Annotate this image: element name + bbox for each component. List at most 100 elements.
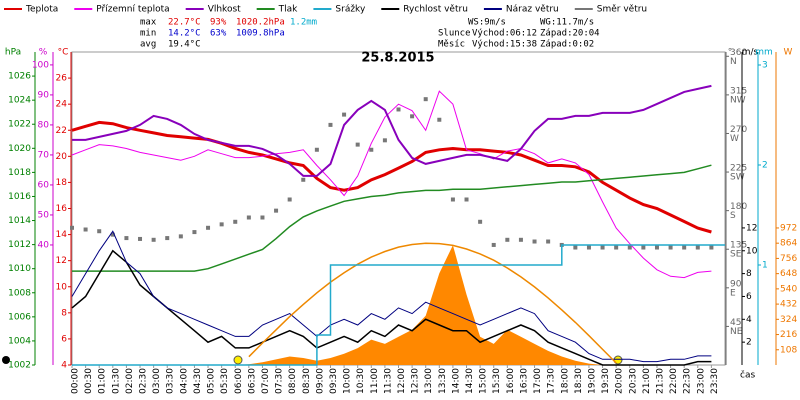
direction-point <box>97 229 102 234</box>
y-tick-label: 6 <box>61 334 67 344</box>
y-tick-label: 4 <box>746 315 752 325</box>
direction-point <box>478 219 483 224</box>
compass-label: SE <box>730 250 742 260</box>
x-tick-label: 03:00 <box>152 368 162 394</box>
y-tick-label: 1022 <box>8 120 31 130</box>
compass-label: W <box>730 134 739 144</box>
x-tick-label: 04:30 <box>193 368 203 394</box>
stat-text: 1009.8hPa <box>236 29 285 39</box>
y-tick-label: 3 <box>762 61 768 71</box>
y-tick-label: 50 <box>38 210 50 220</box>
y-tick-label: 40 <box>38 240 50 250</box>
x-tick-label: 17:30 <box>547 368 557 394</box>
x-tick-label: 22:00 <box>669 368 679 394</box>
x-tick-label: 05:00 <box>207 368 217 394</box>
direction-point <box>260 215 265 220</box>
direction-point <box>682 245 687 250</box>
legend-label: Teplota <box>25 5 58 15</box>
y-tick-label: 1 <box>762 261 768 271</box>
direction-point <box>151 237 156 242</box>
x-tick-label: 10:00 <box>343 368 353 394</box>
y-tick-label: 24 <box>56 100 68 110</box>
y-tick-label: 1008 <box>8 288 31 298</box>
solar-area <box>72 245 712 365</box>
x-tick-label: 12:00 <box>397 368 407 394</box>
info-text: Slunce <box>438 29 471 39</box>
y-tick-label: 1004 <box>8 336 31 346</box>
legend-label: Náraz větru <box>506 5 559 15</box>
y-tick-label: 324 <box>780 315 797 325</box>
direction-point <box>695 245 700 250</box>
direction-point <box>668 245 673 250</box>
x-tick-label: 14:00 <box>451 368 461 394</box>
x-tick-label: 17:00 <box>533 368 543 394</box>
direction-point <box>83 227 88 232</box>
y-tick-label: 1020 <box>8 144 31 154</box>
y-tick-label: 1024 <box>8 96 31 106</box>
y-tick-label: 180 <box>730 202 747 212</box>
x-tick-label: 08:00 <box>288 368 298 394</box>
direction-point <box>464 197 469 202</box>
legend-label: Srážky <box>335 5 366 15</box>
stat-text: 22.7°C <box>168 18 201 28</box>
x-tick-label: 05:30 <box>220 368 230 394</box>
direction-point <box>233 219 238 224</box>
direction-point <box>437 117 442 122</box>
series-line <box>72 164 712 272</box>
y-tick-label: 4 <box>61 361 67 371</box>
compass-label: N <box>730 57 737 67</box>
y-tick-label: 100 <box>32 60 49 70</box>
y-tick-label: 45 <box>730 318 741 328</box>
direction-point <box>328 122 333 127</box>
x-tick-label: 18:30 <box>574 368 584 394</box>
x-tick-label: 07:30 <box>275 368 285 394</box>
y-tick-label: 8 <box>746 269 752 279</box>
direction-point <box>274 208 279 213</box>
stat-text: 14.2°C <box>168 29 201 39</box>
compass-label: S <box>730 211 736 221</box>
y-tick-label: 1002 <box>8 361 31 371</box>
moonset-icon <box>2 356 10 364</box>
x-tick-label: 03:30 <box>166 368 176 394</box>
y-tick-label: 10 <box>56 282 68 292</box>
x-tick-label: 15:30 <box>492 368 502 394</box>
x-tick-label: 11:30 <box>383 368 393 394</box>
y-tick-label: 18 <box>56 178 68 188</box>
x-tick-label: 14:30 <box>465 368 475 394</box>
direction-point <box>491 242 496 247</box>
stat-text: min <box>140 29 156 39</box>
x-tick-label: 00:30 <box>84 368 94 394</box>
info-text: WG:11.7m/s <box>540 18 594 28</box>
y-tick-label: 90 <box>38 90 50 100</box>
direction-point <box>654 245 659 250</box>
x-axis-label: čas <box>740 370 755 381</box>
compass-label: NE <box>730 327 743 337</box>
axis-unit: hPa <box>5 48 21 58</box>
stat-text: 93% <box>210 18 227 28</box>
direction-point <box>355 142 360 147</box>
y-tick-label: 225 <box>730 164 747 174</box>
direction-point <box>641 245 646 250</box>
x-tick-label: 08:30 <box>302 368 312 394</box>
direction-point <box>124 236 129 241</box>
direction-point <box>287 197 292 202</box>
axis-unit: % <box>39 48 48 58</box>
x-tick-label: 19:00 <box>587 368 597 394</box>
compass-label: NW <box>730 95 746 105</box>
x-tick-label: 16:30 <box>519 368 529 394</box>
legend-label: Přízemní teplota <box>96 5 169 15</box>
direction-point <box>627 245 632 250</box>
axis-unit: W <box>784 48 793 58</box>
series-line <box>248 242 617 364</box>
stat-text: 1.2mm <box>290 18 317 28</box>
direction-point <box>410 114 415 119</box>
x-tick-label: 21:00 <box>642 368 652 394</box>
direction-point <box>573 245 578 250</box>
series-line <box>71 249 712 366</box>
direction-point <box>600 245 605 250</box>
x-tick-label: 01:00 <box>98 368 108 394</box>
legend-label: Tlak <box>278 5 299 15</box>
direction-point <box>178 234 183 239</box>
y-tick-label: 1018 <box>8 168 31 178</box>
y-tick-label: 756 <box>780 254 797 264</box>
